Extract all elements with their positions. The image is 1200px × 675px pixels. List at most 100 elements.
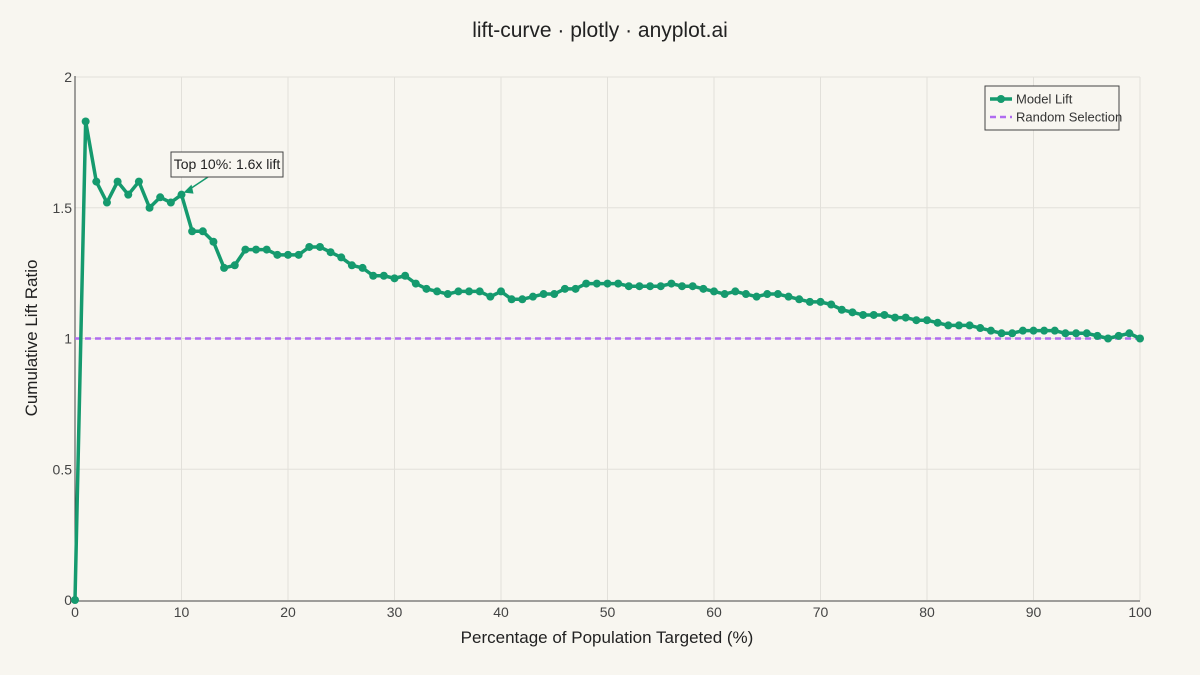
model-lift-point: [891, 313, 900, 322]
model-lift-point: [284, 250, 292, 259]
model-lift-point: [401, 271, 410, 280]
model-lift-point: [369, 271, 378, 280]
model-lift-point: [305, 242, 314, 251]
x-tick-label: 100: [1128, 604, 1152, 620]
model-lift-point: [1125, 329, 1134, 338]
model-lift-point: [294, 250, 303, 259]
model-lift-point: [678, 282, 687, 291]
model-lift-point: [827, 300, 836, 309]
y-tick-label: 0: [64, 592, 72, 608]
model-lift-point: [1029, 326, 1038, 335]
model-lift-point: [763, 290, 772, 299]
model-lift-point: [379, 271, 388, 280]
x-tick-label: 40: [493, 604, 509, 620]
model-lift-point: [1061, 329, 1070, 338]
model-lift-point: [560, 284, 569, 293]
legend-model-lift-label: Model Lift: [1016, 92, 1073, 107]
model-lift-point: [667, 279, 676, 288]
model-lift-point: [848, 308, 857, 317]
model-lift-point: [134, 177, 143, 186]
model-lift-point: [1082, 329, 1091, 338]
model-lift-point: [486, 292, 495, 301]
x-tick-label: 90: [1026, 604, 1042, 620]
model-lift-point: [326, 248, 335, 257]
model-lift-point: [997, 329, 1006, 338]
model-lift-point: [986, 326, 995, 335]
model-lift-point: [433, 287, 442, 296]
model-lift-point: [1104, 334, 1113, 343]
y-tick-label: 2: [64, 69, 72, 85]
model-lift-point: [230, 261, 239, 270]
model-lift-point: [71, 596, 79, 604]
model-lift-point: [624, 282, 633, 291]
chart-title: lift-curve · plotly · anyplot.ai: [472, 19, 728, 42]
model-lift-point: [497, 287, 505, 296]
model-lift-point: [912, 316, 921, 325]
model-lift-point: [571, 284, 580, 293]
model-lift-point: [209, 237, 218, 246]
model-lift-point: [102, 198, 111, 207]
model-lift-point: [358, 263, 367, 272]
model-lift-point: [1093, 331, 1102, 340]
model-lift-point: [688, 282, 697, 291]
model-lift-point: [145, 203, 154, 212]
model-lift-point: [550, 290, 559, 299]
y-axis-title: Cumulative Lift Ratio: [22, 260, 41, 417]
model-lift-point: [646, 282, 655, 291]
model-lift-point: [337, 253, 346, 262]
series: [71, 117, 1144, 604]
model-lift-point: [1072, 329, 1081, 338]
model-lift-point: [582, 279, 591, 288]
x-tick-label: 60: [706, 604, 722, 620]
model-lift-point: [156, 193, 165, 202]
model-lift-point: [390, 274, 399, 283]
model-lift-point: [241, 245, 250, 254]
model-lift-point: [528, 292, 537, 301]
x-tick-label: 70: [813, 604, 829, 620]
model-lift-point: [614, 279, 623, 288]
x-tick-label: 50: [600, 604, 616, 620]
model-lift-point: [124, 190, 133, 199]
model-lift-point: [635, 282, 644, 291]
tick-labels: 0 10 20 30 40 50 60 70 80 90 100 0 0.5 1 1.5 2: [53, 69, 1152, 620]
model-lift-point: [113, 177, 122, 186]
model-lift-point: [773, 290, 782, 299]
model-lift-point: [592, 279, 601, 288]
model-lift-point: [923, 316, 931, 325]
model-lift-point: [1018, 326, 1027, 335]
model-lift-point: [443, 290, 452, 299]
model-lift-point: [933, 318, 942, 327]
model-lift-point: [262, 245, 271, 254]
annotation-text: Top 10%: 1.6x lift: [174, 156, 281, 172]
model-lift-point: [92, 177, 101, 186]
model-lift-point: [1050, 326, 1059, 335]
model-lift-point: [901, 313, 910, 322]
model-lift-point: [752, 292, 761, 301]
model-lift-point: [411, 279, 420, 288]
model-lift-point: [816, 297, 825, 306]
model-lift-point: [859, 310, 868, 319]
legend-model-lift-marker: [997, 95, 1005, 103]
model-lift-point: [741, 290, 750, 299]
legend-random-selection-label: Random Selection: [1016, 110, 1122, 125]
model-lift-point: [720, 290, 729, 299]
model-lift-point: [188, 227, 197, 236]
model-lift-point: [795, 295, 804, 304]
x-tick-label: 30: [387, 604, 403, 620]
annotations: Top 10%: 1.6x lift: [170, 151, 284, 194]
x-tick-label: 0: [71, 604, 79, 620]
model-lift-point: [784, 292, 793, 301]
x-tick-label: 10: [174, 604, 190, 620]
legend-box: [984, 85, 1120, 131]
model-lift-point: [454, 287, 463, 296]
model-lift-point: [965, 321, 974, 330]
model-lift-point: [166, 198, 175, 207]
model-lift-point: [347, 261, 356, 270]
annotation-arrowhead: [183, 184, 194, 194]
x-axis-title: Percentage of Population Targeted (%): [461, 628, 754, 647]
model-lift-point: [220, 263, 229, 272]
model-lift-point: [252, 245, 261, 254]
model-lift-point: [315, 242, 324, 251]
y-tick-label: 1.5: [53, 200, 73, 216]
